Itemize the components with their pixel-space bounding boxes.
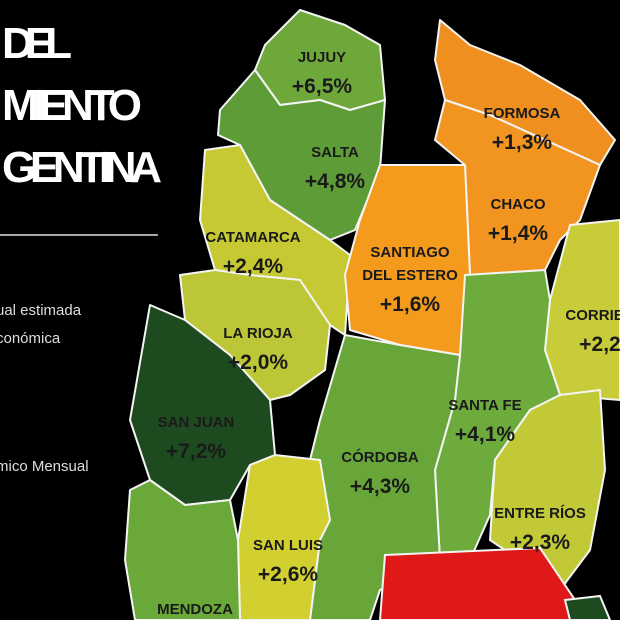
province-value: +4,8% [305,170,365,193]
province-name: SALTA [311,144,359,161]
province-name: CÓRDOBA [341,448,419,466]
province-name: CATAMARCA [205,229,300,246]
province-value: +6,5% [292,75,352,98]
title-line: GENTINA [2,143,162,192]
province-name: SAN LUIS [253,537,323,554]
title-line: MIENTO [2,81,142,130]
province-value: +1,6% [380,293,440,316]
province-name: SANTA FE [448,397,521,414]
note: mico Mensual [0,458,89,475]
province-name: SANTIAGO [370,244,450,261]
province-value: +4,3% [350,475,410,498]
province-name: MENDOZA [157,601,233,618]
province-value: +2,4% [223,255,283,278]
province-value: +2,2 [579,333,620,356]
province-name: FORMOSA [484,105,561,122]
province-name: JUJUY [298,49,346,66]
province-shape [378,546,577,620]
note: ual estimada [0,302,82,319]
province-shape [434,99,601,276]
province-shape [124,479,241,620]
province-name: SAN JUAN [158,414,235,431]
province-name: DEL ESTERO [362,267,458,284]
note: conómica [0,330,61,347]
province-name: CHACO [491,196,546,213]
province-value: +4,1% [455,423,515,446]
province-value: +1,4% [488,222,548,245]
province-value: +2,6% [258,563,318,586]
province-value: +1,3% [492,131,552,154]
province-value: +2,3% [510,531,570,554]
province-value: +2,0% [228,351,288,374]
province-shape [563,594,612,620]
province-name: CORRIEN [565,307,620,324]
province-name: ENTRE RÍOS [494,505,586,522]
province-name: LA RIOJA [223,325,293,342]
province-value: +7,2% [166,440,226,463]
title-line: DEL [2,19,72,68]
